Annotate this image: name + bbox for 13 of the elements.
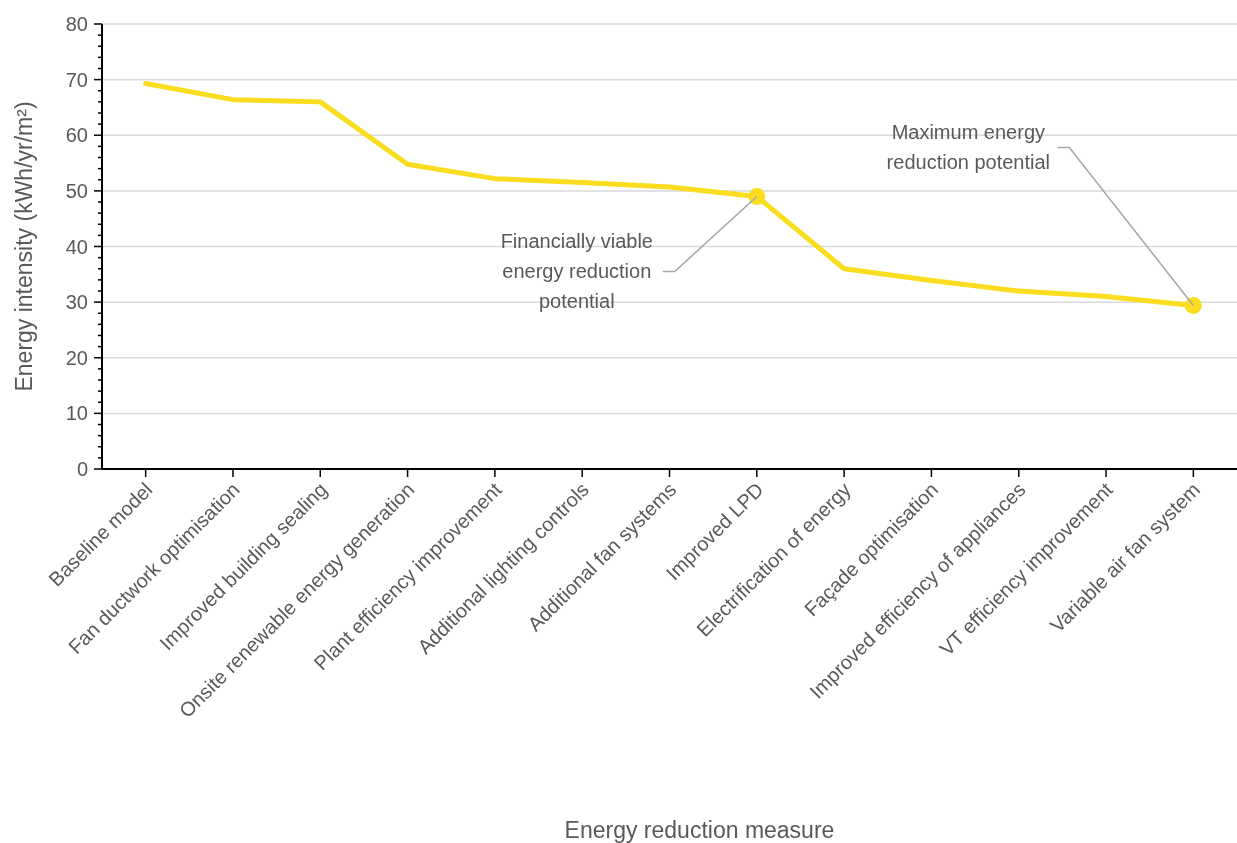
x-axis-title: Energy reduction measure: [564, 817, 835, 843]
y-tick-label: 80: [65, 13, 88, 35]
y-tick-label: 50: [65, 179, 88, 202]
y-tick-label: 10: [65, 402, 88, 425]
annotation: Maximum energy reduction potential: [886, 121, 1051, 174]
annotation: Financially viable energy reduction potential: [500, 230, 653, 313]
y-tick-label: 60: [65, 124, 88, 147]
y-tick-label: 0: [76, 458, 88, 480]
y-tick-label: 70: [65, 68, 88, 91]
y-tick-label: 20: [65, 346, 88, 369]
y-axis-title: Energy intensity (kWh/yr/m²): [11, 101, 37, 392]
y-tick-label: 30: [65, 291, 88, 314]
y-tick-label: 40: [65, 235, 88, 258]
